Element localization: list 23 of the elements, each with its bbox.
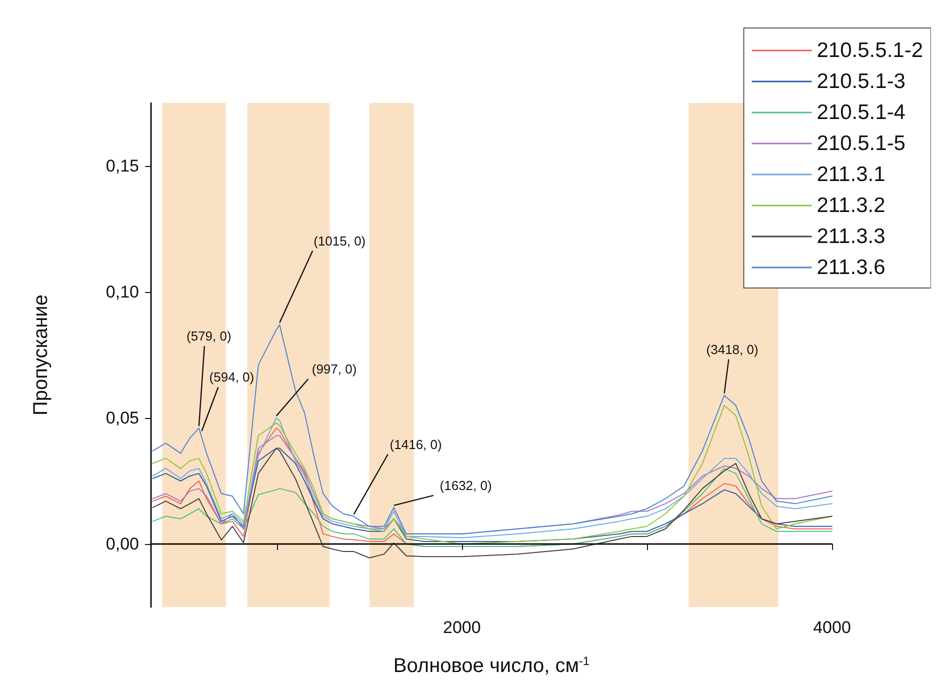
annotation: (1015, 0) [314, 233, 366, 248]
legend-label: 211.3.2 [816, 194, 886, 217]
annotation: (579, 0) [186, 328, 232, 344]
y-tick-label: 0,05 [106, 408, 139, 428]
legend-label: 210.5.1-3 [816, 70, 906, 93]
y-tick-label: 0,00 [106, 534, 139, 554]
y-axis-title: Пропускание [30, 294, 52, 416]
annotation: (3418, 0) [706, 342, 758, 357]
y-tick-label: 0,15 [106, 156, 139, 176]
line-series [152, 324, 832, 534]
legend-label: 211.3.6 [816, 256, 886, 279]
annotation: (1416, 0) [390, 436, 442, 452]
annotation: (997, 0) [312, 362, 357, 376]
x-tick-label: 4000 [813, 618, 851, 637]
legend-label: 211.3.3 [816, 225, 886, 248]
legend-label: 210.5.1-4 [816, 101, 906, 124]
legend-label: 210.5.5.1-2 [816, 39, 924, 62]
y-tick-label: 0,10 [106, 282, 139, 302]
annotation: (1632, 0) [440, 478, 492, 493]
x-tick-label: 2000 [442, 618, 481, 637]
legend-label: 211.3.1 [816, 163, 886, 186]
legend-label: 210.5.1-5 [816, 132, 906, 155]
annotation: (594, 0) [209, 370, 254, 385]
